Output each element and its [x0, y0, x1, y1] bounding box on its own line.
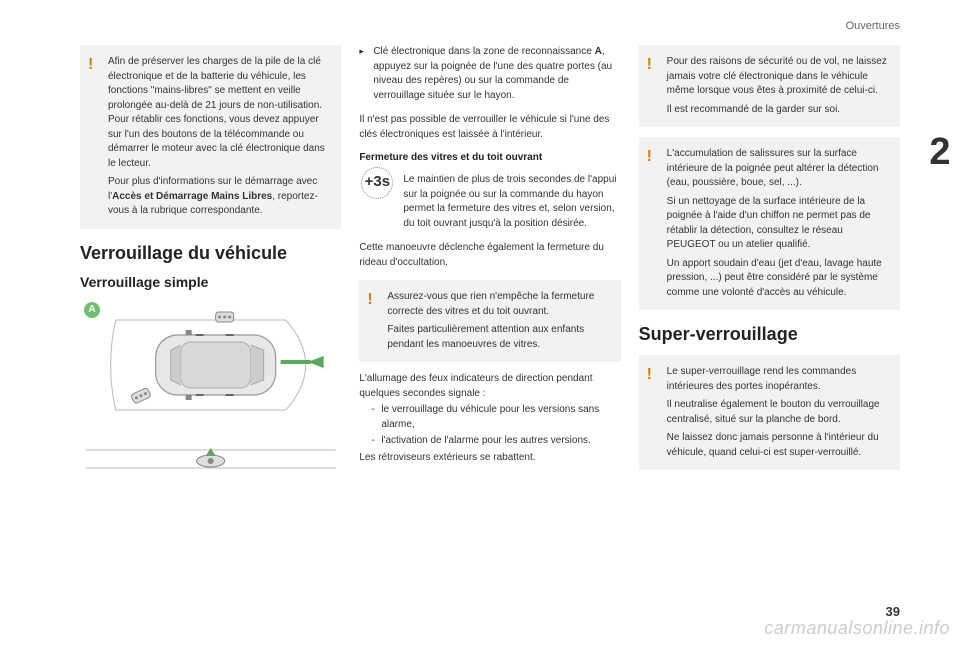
text-bold: A [595, 46, 602, 57]
hold-3s-row: +3s Le maintien de plus de trois seconde… [359, 173, 620, 231]
body-paragraph: L'allumage des feux indicateurs de direc… [359, 372, 620, 465]
heading-lock-vehicle: Verrouillage du véhicule [80, 243, 341, 264]
marker-a-badge: A [84, 302, 100, 318]
info-text: Pour plus d'informations sur le démarrag… [108, 175, 331, 219]
subheading-simple-lock: Verrouillage simple [80, 274, 341, 290]
info-text: Si un nettoyage de la surface intérieure… [667, 195, 890, 253]
watermark: carmanualsonline.info [764, 618, 950, 639]
page-content: ! Afin de préserver les charges de la pi… [0, 0, 960, 649]
header-section-label: Ouvertures [846, 20, 900, 32]
text-fragment: Clé électronique dans la zone de reconna… [373, 46, 594, 57]
subheading-windows-roof: Fermeture des vitres et du toit ouvrant [359, 152, 620, 163]
list-item: l'activation de l'alarme pour les autres… [371, 434, 620, 449]
heading-super-lock: Super-verrouillage [639, 324, 900, 345]
info-text: L'accumulation de salissures sur la surf… [667, 147, 890, 191]
warning-icon: ! [647, 53, 652, 76]
warning-icon: ! [647, 145, 652, 168]
info-box-dirt: ! L'accumulation de salissures sur la su… [639, 137, 900, 310]
column-1: ! Afin de préserver les charges de la pi… [80, 45, 341, 609]
info-text: Un apport soudain d'eau (jet d'eau, lava… [667, 257, 890, 301]
warning-icon: ! [88, 53, 93, 76]
column-3: ! Pour des raisons de sécurité ou de vol… [639, 45, 900, 609]
car-top-diagram: A [80, 300, 341, 430]
info-box-battery: ! Afin de préserver les charges de la pi… [80, 45, 341, 229]
info-text: Il neutralise également le bouton du ver… [667, 398, 890, 427]
info-text: Assurez-vous que rien n'empêche la ferme… [387, 290, 610, 319]
page-number: 39 [886, 604, 900, 619]
list-item: le verrouillage du véhicule pour les ver… [371, 403, 620, 432]
instruction-bullet: Clé électronique dans la zone de reconna… [359, 45, 620, 103]
info-text: Afin de préserver les charges de la pile… [108, 55, 331, 171]
info-text: Faites particulièrement attention aux en… [387, 323, 610, 352]
info-box-windows: ! Assurez-vous que rien n'empêche la fer… [359, 280, 620, 362]
chapter-number: 2 [920, 130, 960, 175]
warning-icon: ! [367, 288, 372, 311]
text-fragment: L'allumage des feux indicateurs de direc… [359, 373, 592, 399]
body-paragraph: Cette manoeuvre déclenche également la f… [359, 241, 620, 270]
info-text: Le super-verrouillage rend les commandes… [667, 365, 890, 394]
info-text: Ne laissez donc jamais personne à l'inté… [667, 431, 890, 460]
plus3s-text: Le maintien de plus de trois secondes de… [403, 173, 620, 231]
trunk-handle-diagram [80, 446, 341, 472]
text-bold: Accès et Démarrage Mains Libres [112, 191, 272, 202]
info-box-security: ! Pour des raisons de sécurité ou de vol… [639, 45, 900, 127]
column-2: Clé électronique dans la zone de reconna… [359, 45, 620, 609]
warning-icon: ! [647, 363, 652, 386]
plus3s-icon: +3s [359, 173, 395, 209]
info-text: Il est recommandé de la garder sur soi. [667, 103, 890, 118]
info-box-superlock: ! Le super-verrouillage rend les command… [639, 355, 900, 470]
text-fragment: Les rétroviseurs extérieurs se rabattent… [359, 452, 535, 463]
body-paragraph: Il n'est pas possible de verrouiller le … [359, 113, 620, 142]
info-text: Pour des raisons de sécurité ou de vol, … [667, 55, 890, 99]
